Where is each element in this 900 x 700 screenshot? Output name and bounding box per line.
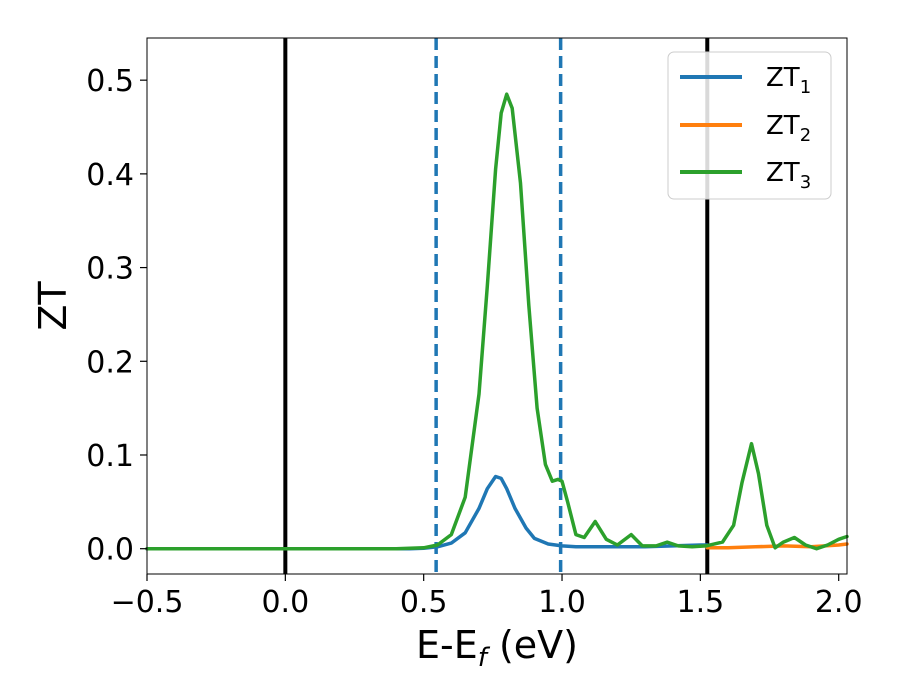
y-tick-label: 0.3: [86, 252, 134, 287]
y-tick-label: 0.4: [86, 158, 134, 193]
plot-frame: [146, 37, 848, 575]
x-axis-ticks: −0.5 0.0 0.5 1.0 1.5 2.0: [111, 574, 863, 620]
y-tick-label: 0.5: [86, 64, 134, 99]
legend-label-zt3: ZT3: [766, 158, 811, 193]
x-tick-label: 0.0: [261, 585, 309, 620]
y-axis-title: ZT: [31, 281, 75, 331]
x-axis-title: E-Ef (eV): [416, 623, 578, 673]
series-line-zt2: [705, 542, 849, 550]
y-tick-label: 0.2: [86, 345, 134, 380]
series-line-zt3: [145, 92, 849, 551]
legend-label-zt2: ZT2: [766, 111, 811, 146]
x-tick-label: 2.0: [815, 585, 863, 620]
x-tick-label: 1.0: [538, 585, 586, 620]
legend-box: [667, 51, 832, 200]
y-tick-label: 0.1: [86, 439, 134, 474]
y-tick-label: 0.0: [86, 533, 134, 568]
y-axis-ticks: 0.0 0.1 0.2 0.3 0.4 0.5: [86, 64, 147, 568]
legend: ZT1 ZT2 ZT3: [667, 51, 832, 200]
x-tick-label: 0.5: [400, 585, 448, 620]
x-tick-label: 1.5: [677, 585, 725, 620]
x-tick-label: −0.5: [111, 585, 184, 620]
series-layer: [145, 92, 849, 551]
legend-label-zt1: ZT1: [766, 63, 811, 98]
